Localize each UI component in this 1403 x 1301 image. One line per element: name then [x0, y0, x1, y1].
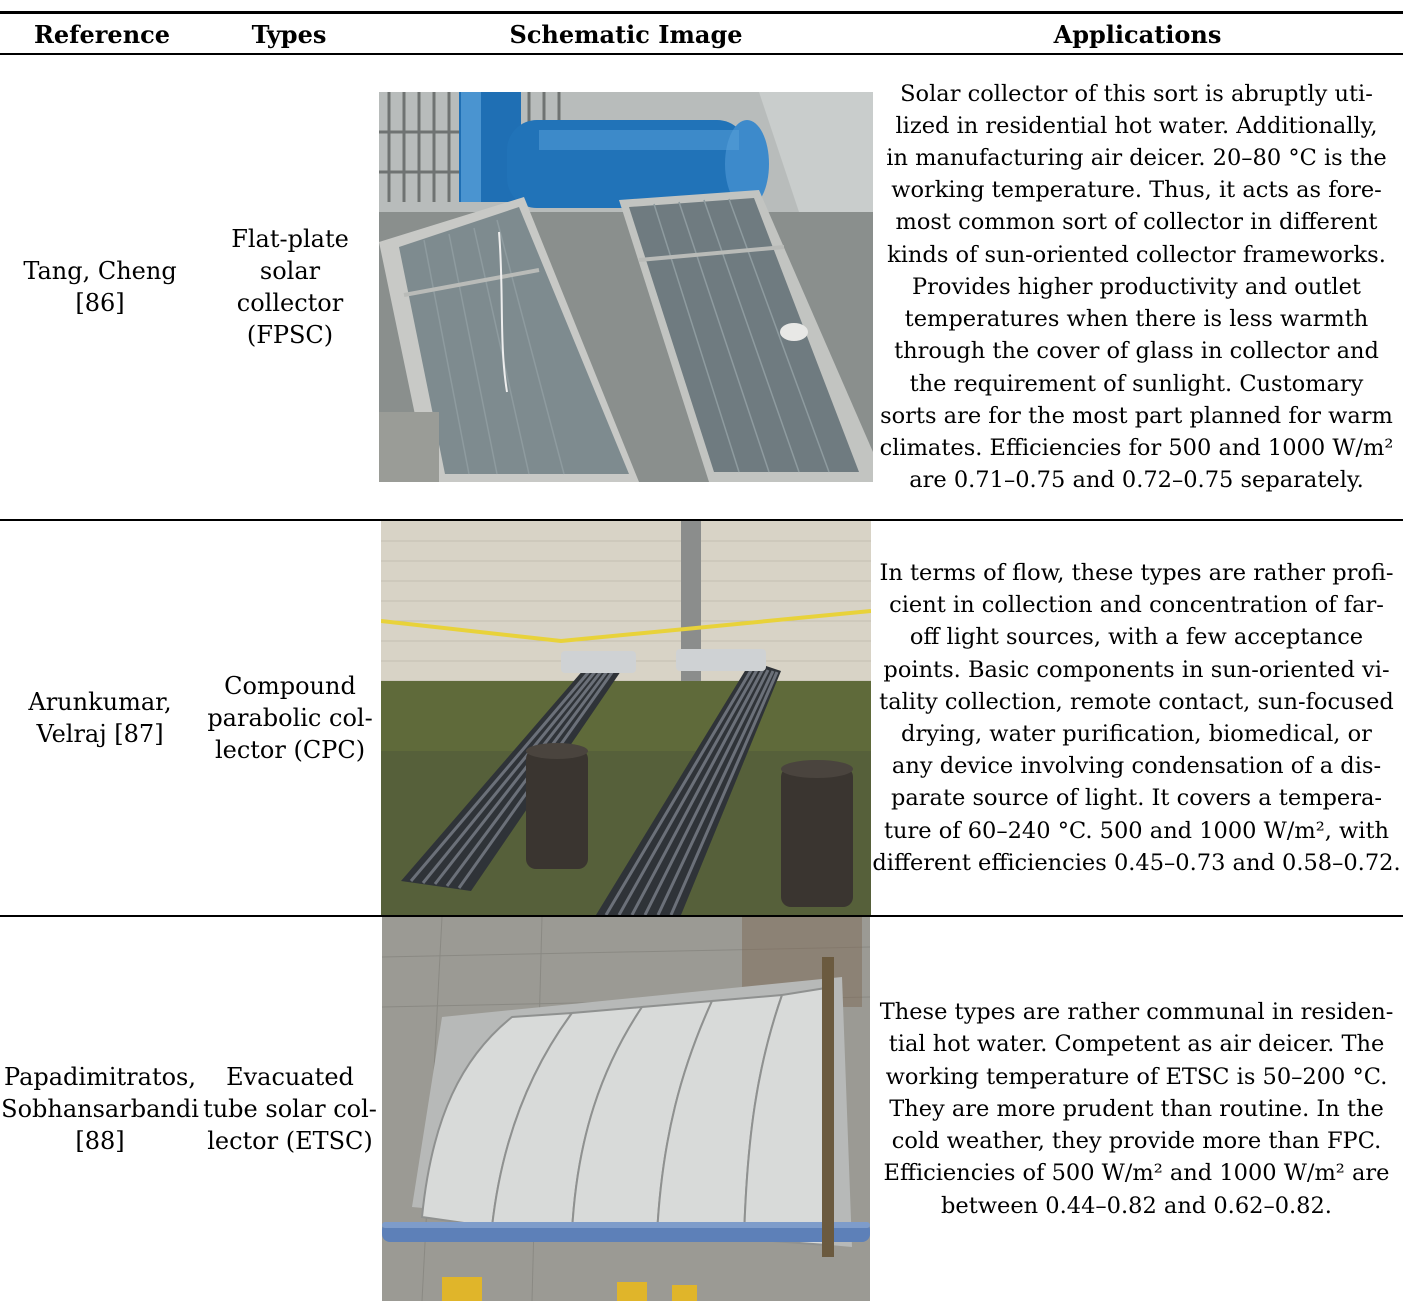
table-row: Arunkumar, Velraj [87]	[0, 521, 200, 915]
type-cell: Flat-plate solar collector (FPSC)	[231, 225, 349, 349]
table-row: Papadimitratos, Sobhansarbandi [88]	[0, 917, 200, 1301]
application-cell: In terms of flow, these types are rather…	[872, 559, 1401, 876]
type-cell-wrap: Evacuated tube solar col- lector (ETSC)	[198, 917, 382, 1301]
compound-parabolic-collector-photo	[381, 521, 871, 915]
column-header-schematic-image: Schematic Image	[509, 19, 743, 49]
type-cell: Evacuated tube solar col- lector (ETSC)	[203, 1063, 377, 1155]
application-cell-wrap: Solar collector of this sort is abruptly…	[870, 55, 1403, 519]
table-row: Tang, Cheng [86]	[0, 55, 200, 519]
type-cell-wrap: Compound parabolic col- lector (CPC)	[198, 521, 382, 915]
header-rule	[0, 53, 1403, 55]
table-top-rule	[0, 11, 1403, 14]
row-divider	[0, 519, 1403, 521]
application-cell-wrap: These types are rather communal in resid…	[870, 917, 1403, 1301]
application-cell-wrap: In terms of flow, these types are rather…	[870, 521, 1403, 915]
application-cell: These types are rather communal in resid…	[879, 999, 1394, 1219]
column-header-types: Types	[251, 19, 327, 49]
reference-cell: Papadimitratos, Sobhansarbandi [88]	[1, 1063, 199, 1155]
flat-plate-collector-photo	[379, 92, 873, 482]
reference-cell: Arunkumar, Velraj [87]	[28, 688, 172, 748]
reference-cell: Tang, Cheng [86]	[23, 257, 177, 317]
application-cell: Solar collector of this sort is abruptly…	[879, 80, 1394, 494]
row-divider	[0, 915, 1403, 917]
type-cell: Compound parabolic col- lector (CPC)	[207, 672, 373, 764]
type-cell-wrap: Flat-plate solar collector (FPSC)	[198, 55, 382, 519]
column-header-reference: Reference	[33, 19, 171, 49]
evacuated-tube-collector-photo	[382, 917, 870, 1301]
column-header-applications: Applications	[1053, 19, 1222, 49]
